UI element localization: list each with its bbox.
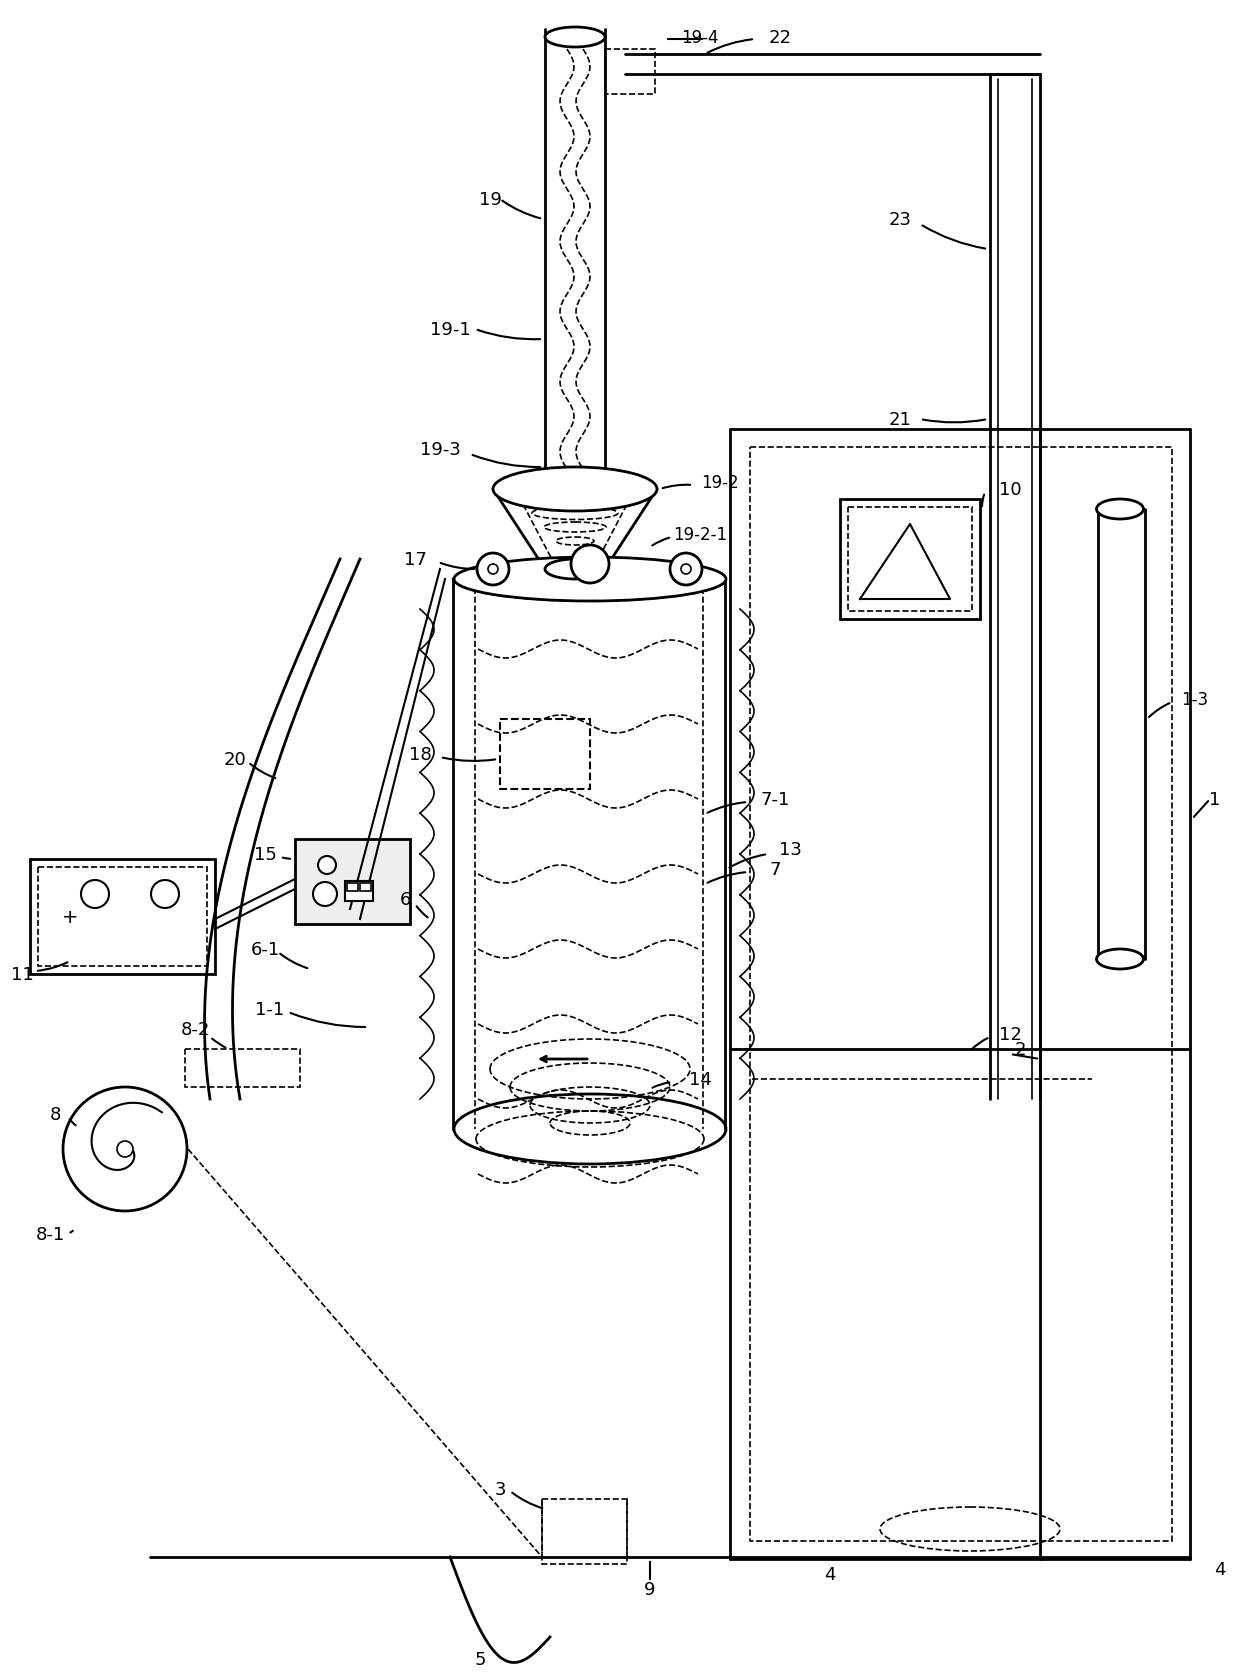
Bar <box>848 507 972 612</box>
Text: 19-1: 19-1 <box>429 321 470 339</box>
Text: 3: 3 <box>495 1480 506 1499</box>
Bar <box>347 884 358 892</box>
Text: 2: 2 <box>1014 1040 1025 1058</box>
Bar <box>500 719 590 790</box>
Text: 1-1: 1-1 <box>255 1000 285 1018</box>
Bar <box>360 884 371 892</box>
Text: 12: 12 <box>998 1025 1022 1043</box>
Ellipse shape <box>454 558 725 601</box>
Text: 4: 4 <box>1214 1561 1226 1578</box>
Text: 19: 19 <box>479 192 501 208</box>
Bar <box>30 860 215 974</box>
Text: 19-3: 19-3 <box>419 440 460 459</box>
Text: 19-2: 19-2 <box>701 474 739 492</box>
Text: +: + <box>62 907 78 927</box>
Bar <box>605 50 655 96</box>
Ellipse shape <box>312 882 337 907</box>
Text: 8-2: 8-2 <box>180 1020 210 1038</box>
Text: 6-1: 6-1 <box>250 941 280 958</box>
Ellipse shape <box>681 564 691 575</box>
Ellipse shape <box>1096 949 1143 969</box>
Text: 10: 10 <box>998 480 1022 499</box>
Ellipse shape <box>317 857 336 875</box>
Ellipse shape <box>570 546 609 583</box>
Text: 1: 1 <box>1209 791 1220 808</box>
Bar <box>542 1499 627 1564</box>
Text: 9: 9 <box>645 1581 656 1598</box>
Text: 6: 6 <box>399 890 410 909</box>
Ellipse shape <box>117 1141 133 1158</box>
Bar <box>295 840 410 924</box>
Text: 4: 4 <box>825 1566 836 1583</box>
Text: 8-1: 8-1 <box>36 1225 64 1243</box>
Bar <box>38 867 207 966</box>
Text: 17: 17 <box>403 551 427 568</box>
Ellipse shape <box>546 29 605 49</box>
Text: 15: 15 <box>253 845 277 864</box>
Bar <box>345 882 373 902</box>
Text: 8: 8 <box>50 1105 61 1124</box>
Ellipse shape <box>670 554 702 586</box>
Text: 13: 13 <box>779 840 801 858</box>
Ellipse shape <box>1096 499 1143 519</box>
Ellipse shape <box>546 559 605 580</box>
Ellipse shape <box>477 554 508 586</box>
Text: 14: 14 <box>688 1070 712 1089</box>
Text: 23: 23 <box>889 212 911 228</box>
Text: 7: 7 <box>769 860 781 879</box>
Text: 1-3: 1-3 <box>1182 690 1209 709</box>
Text: 19-2-1: 19-2-1 <box>673 526 727 544</box>
Text: 22: 22 <box>769 29 791 47</box>
Bar <box>839 499 980 620</box>
Text: 11: 11 <box>11 966 33 983</box>
Text: 20: 20 <box>223 751 247 768</box>
Ellipse shape <box>494 467 657 512</box>
Text: 18: 18 <box>409 746 432 763</box>
Text: 5: 5 <box>474 1650 486 1668</box>
Text: 21: 21 <box>889 410 911 428</box>
Bar <box>185 1050 300 1087</box>
Text: 19-4: 19-4 <box>681 29 719 47</box>
Text: 7-1: 7-1 <box>760 791 790 808</box>
Bar <box>750 449 1172 1541</box>
Ellipse shape <box>489 564 498 575</box>
